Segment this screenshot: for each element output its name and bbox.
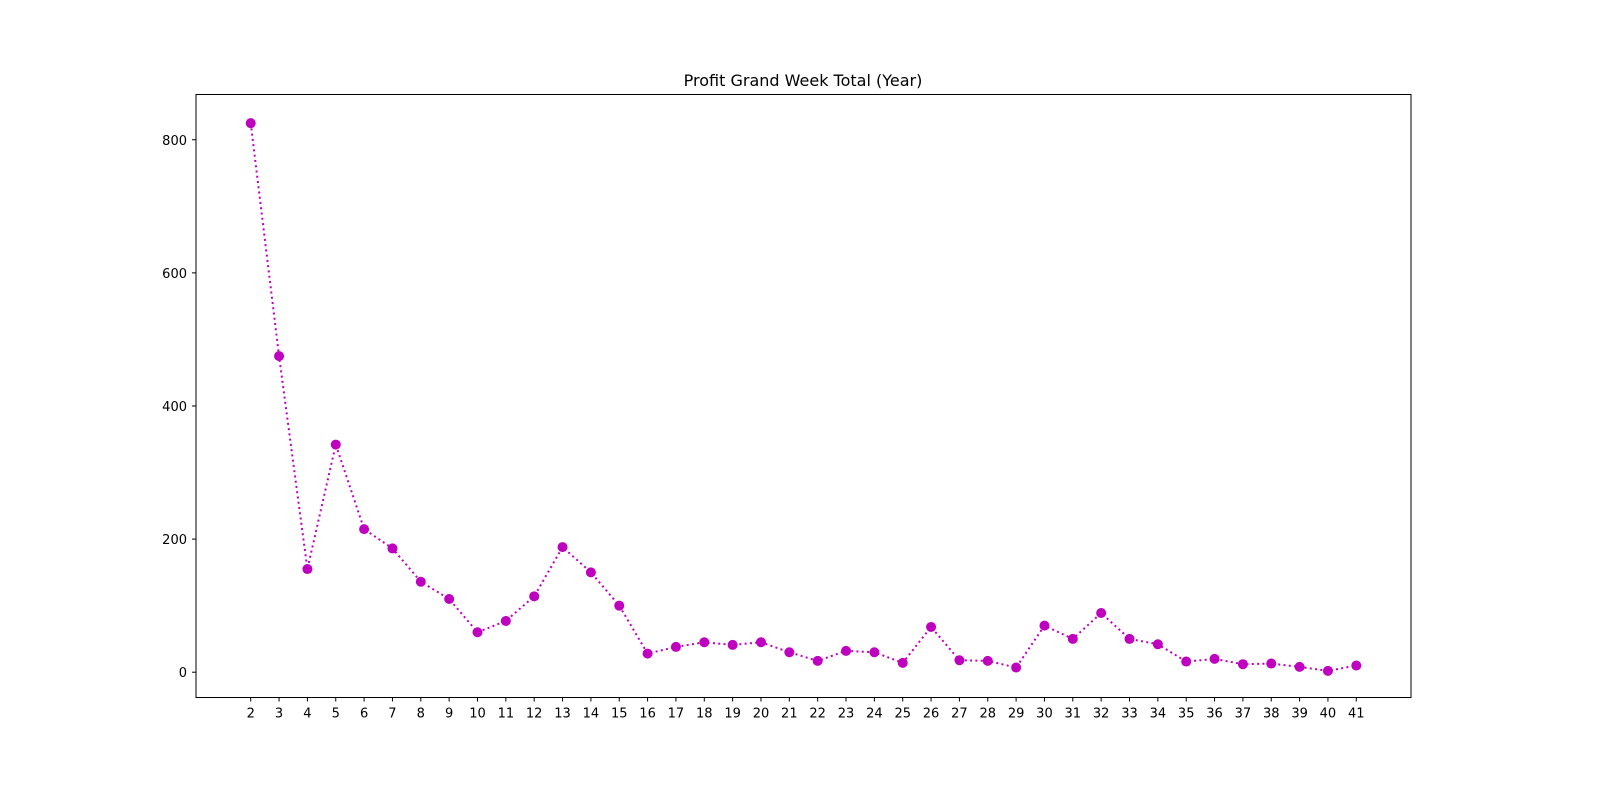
- data-point: [472, 627, 483, 638]
- data-point: [755, 637, 766, 648]
- data-point: [784, 647, 795, 658]
- x-tick-label: 17: [668, 707, 685, 722]
- data-point: [387, 543, 398, 554]
- x-tick-label: 18: [696, 707, 713, 722]
- data-point: [812, 655, 823, 666]
- chart-title: Profit Grand Week Total (Year): [684, 71, 923, 90]
- x-tick-label: 40: [1320, 707, 1337, 722]
- x-tick-label: 7: [388, 707, 396, 722]
- data-point: [330, 439, 341, 450]
- x-tick-label: 24: [866, 707, 883, 722]
- data-point: [1152, 639, 1163, 650]
- y-tick-label: 400: [162, 400, 187, 415]
- x-tick-label: 28: [979, 707, 996, 722]
- series-group: [245, 118, 1362, 676]
- data-point: [585, 567, 596, 578]
- x-tick-label: 5: [332, 707, 340, 722]
- y-tick-label: 0: [179, 666, 187, 681]
- x-tick-label: 19: [724, 707, 741, 722]
- x-tick-label: 6: [360, 707, 368, 722]
- x-tick-label: 16: [639, 707, 656, 722]
- x-tick-label: 37: [1235, 707, 1252, 722]
- x-tick-label: 2: [247, 707, 255, 722]
- data-point: [1039, 620, 1050, 631]
- x-tick-label: 14: [583, 707, 600, 722]
- x-tick-label: 13: [554, 707, 571, 722]
- x-tick-label: 30: [1036, 707, 1053, 722]
- data-point: [727, 639, 738, 650]
- data-point: [1181, 656, 1192, 667]
- x-tick-label: 36: [1206, 707, 1223, 722]
- data-point: [1011, 662, 1022, 673]
- data-point: [1067, 633, 1078, 644]
- x-tick-label: 35: [1178, 707, 1195, 722]
- data-point: [1351, 660, 1362, 671]
- x-tick-label: 8: [417, 707, 425, 722]
- x-tick-label: 25: [894, 707, 911, 722]
- x-tick-label: 10: [469, 707, 486, 722]
- data-point: [415, 576, 426, 587]
- data-point: [359, 524, 370, 535]
- x-tick-label: 11: [498, 707, 515, 722]
- x-tick-label: 39: [1291, 707, 1308, 722]
- x-tick-label: 27: [951, 707, 968, 722]
- x-tick-label: 26: [923, 707, 940, 722]
- data-point: [500, 615, 511, 626]
- x-tick-label: 33: [1121, 707, 1138, 722]
- data-point: [869, 647, 880, 658]
- data-point: [1237, 659, 1248, 670]
- y-tick-label: 800: [162, 134, 187, 149]
- data-point: [614, 600, 625, 611]
- x-tick-label: 29: [1008, 707, 1025, 722]
- x-tick-label: 3: [275, 707, 283, 722]
- data-point: [1266, 658, 1277, 669]
- data-point: [1096, 607, 1107, 618]
- x-tick-label: 21: [781, 707, 798, 722]
- data-point: [926, 621, 937, 632]
- x-tick-label: 22: [809, 707, 826, 722]
- data-point: [954, 655, 965, 666]
- x-tick-label: 4: [303, 707, 311, 722]
- x-tick-label: 41: [1348, 707, 1365, 722]
- data-point: [245, 118, 256, 129]
- x-tick-label: 38: [1263, 707, 1280, 722]
- x-tick-label: 15: [611, 707, 628, 722]
- y-tick-label: 200: [162, 533, 187, 548]
- x-tick-label: 34: [1150, 707, 1167, 722]
- data-point: [841, 645, 852, 656]
- series-line: [249, 122, 1357, 672]
- data-point: [982, 655, 993, 666]
- data-point: [1209, 653, 1220, 664]
- x-tick-label: 23: [838, 707, 855, 722]
- x-tick-label: 20: [753, 707, 770, 722]
- data-point: [699, 637, 710, 648]
- x-tick-label: 32: [1093, 707, 1110, 722]
- data-point: [557, 542, 568, 553]
- data-point: [274, 351, 285, 362]
- data-point: [670, 641, 681, 652]
- data-point: [897, 657, 908, 668]
- x-tick-label: 31: [1065, 707, 1082, 722]
- data-point: [1322, 665, 1333, 676]
- y-tick-label: 600: [162, 267, 187, 282]
- data-point: [1124, 633, 1135, 644]
- y-axis: 0 200 400 600 800: [162, 134, 196, 681]
- data-point: [302, 564, 313, 575]
- x-axis: 2 3 4 5 6 7 8 9 10 11 12 13 14 15 16 17 18 19 20 21 22 23 24 25…: [247, 697, 1365, 722]
- data-point: [529, 591, 540, 602]
- data-point: [642, 648, 653, 659]
- data-point: [444, 593, 455, 604]
- data-point: [1294, 661, 1305, 672]
- x-tick-label: 9: [445, 707, 453, 722]
- plot-frame: [195, 94, 1412, 698]
- x-tick-label: 12: [526, 707, 543, 722]
